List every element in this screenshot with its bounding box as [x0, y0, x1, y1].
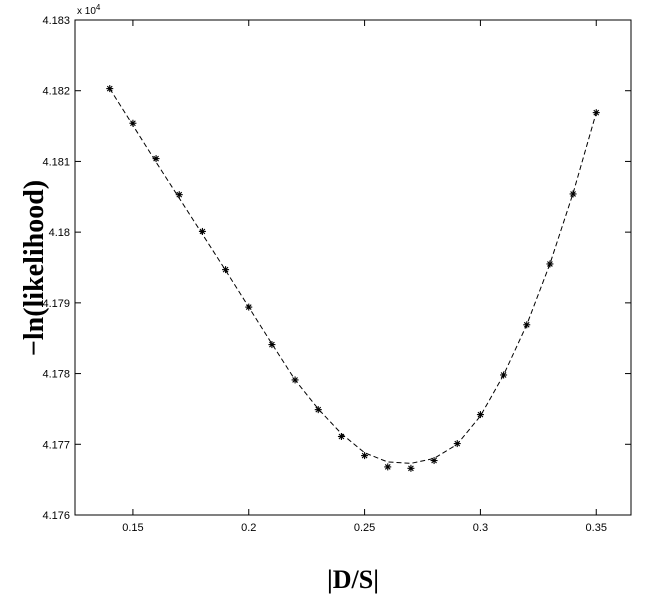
- x-tick-label: 0.3: [473, 522, 488, 534]
- y-exponent-label: x 104: [77, 3, 101, 17]
- data-point: [569, 190, 577, 198]
- y-axis-ticks: 4.176 4.177 4.178 4.179 4.18 4.181 4.182 4.183: [42, 15, 631, 522]
- y-tick-label: 4.179: [42, 298, 70, 310]
- x-tick-label: 0.2: [241, 522, 256, 534]
- data-point: [361, 452, 369, 460]
- y-tick-label: 4.183: [42, 15, 70, 27]
- data-point: [592, 109, 600, 117]
- x-axis-ticks: 0.15 0.2 0.25 0.3 0.35: [122, 20, 607, 534]
- data-point: [245, 303, 253, 311]
- y-axis-title: −ln(likelihood): [19, 180, 50, 356]
- y-tick-label: 4.181: [42, 156, 70, 168]
- data-point: [384, 463, 392, 471]
- data-point: [314, 406, 322, 414]
- data-point: [268, 341, 276, 349]
- data-point: [546, 260, 554, 268]
- y-tick-label: 4.18: [49, 227, 70, 239]
- data-point: [407, 464, 415, 472]
- x-tick-label: 0.25: [354, 522, 375, 534]
- data-point: [453, 440, 461, 448]
- data-point: [152, 155, 160, 163]
- data-point: [175, 191, 183, 199]
- y-tick-label: 4.178: [42, 369, 70, 381]
- y-tick-label: 4.182: [42, 86, 70, 98]
- x-axis-title: |D/S|: [327, 565, 379, 594]
- plot-frame: [74, 19, 632, 516]
- x-tick-label: 0.15: [122, 522, 143, 534]
- y-tick-label: 4.177: [42, 439, 70, 451]
- data-point: [500, 371, 508, 379]
- data-point: [129, 119, 137, 127]
- x-tick-label: 0.35: [586, 522, 607, 534]
- data-point: [523, 321, 531, 329]
- y-tick-label: 4.176: [42, 510, 70, 522]
- data-point: [198, 227, 206, 235]
- data-point: [337, 433, 345, 441]
- fit-curve-layer: [109, 88, 597, 464]
- data-point: [222, 266, 230, 274]
- data-points-layer: [106, 85, 600, 472]
- data-point: [106, 85, 114, 93]
- data-point: [291, 376, 299, 384]
- data-point: [476, 411, 484, 419]
- fit-curve-line: [109, 88, 597, 464]
- data-point: [430, 457, 438, 465]
